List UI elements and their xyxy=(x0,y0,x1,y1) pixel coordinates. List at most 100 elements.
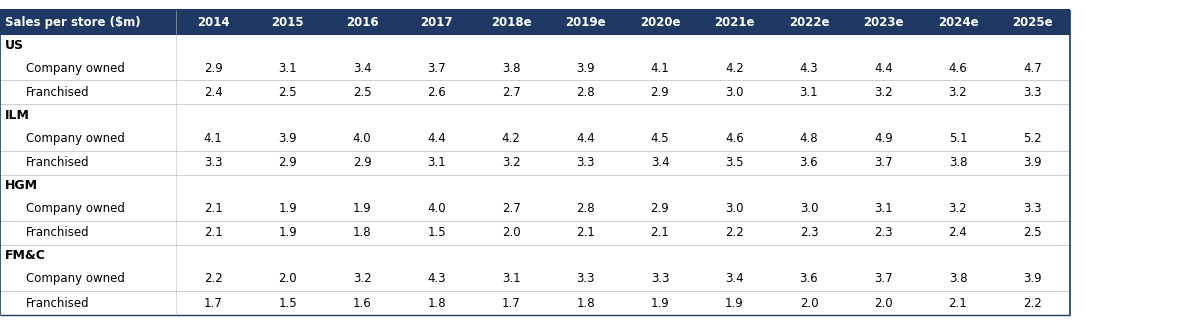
Text: 1.7: 1.7 xyxy=(501,297,520,309)
Text: FM&C: FM&C xyxy=(5,249,45,262)
Text: 3.7: 3.7 xyxy=(874,272,892,285)
Text: 4.7: 4.7 xyxy=(1023,62,1042,75)
Text: 2.2: 2.2 xyxy=(725,226,744,239)
Text: 1.5: 1.5 xyxy=(278,297,297,309)
Text: 1.8: 1.8 xyxy=(353,226,372,239)
Text: 4.9: 4.9 xyxy=(874,132,893,145)
Text: 5.2: 5.2 xyxy=(1023,132,1042,145)
Text: 2.3: 2.3 xyxy=(800,226,819,239)
Text: 2.8: 2.8 xyxy=(576,202,595,215)
Text: 4.1: 4.1 xyxy=(203,132,222,145)
Text: 4.6: 4.6 xyxy=(948,62,967,75)
Text: 3.0: 3.0 xyxy=(725,202,744,215)
Text: 3.4: 3.4 xyxy=(353,62,372,75)
Text: 2.9: 2.9 xyxy=(203,62,222,75)
Text: 2.3: 2.3 xyxy=(874,226,892,239)
Text: 3.9: 3.9 xyxy=(1023,272,1042,285)
Text: 4.3: 4.3 xyxy=(428,272,446,285)
Text: 2015: 2015 xyxy=(271,16,304,29)
Text: 4.3: 4.3 xyxy=(800,62,819,75)
Text: 1.9: 1.9 xyxy=(353,202,372,215)
Text: 2.0: 2.0 xyxy=(278,272,297,285)
Text: 2.9: 2.9 xyxy=(278,156,297,169)
Text: US: US xyxy=(5,39,24,52)
Text: 2.4: 2.4 xyxy=(203,86,222,99)
Text: 2.4: 2.4 xyxy=(948,226,967,239)
Text: 2.0: 2.0 xyxy=(874,297,892,309)
Text: Franchised: Franchised xyxy=(26,156,90,169)
Text: 4.4: 4.4 xyxy=(428,132,446,145)
Text: 3.3: 3.3 xyxy=(576,156,595,169)
Text: 3.3: 3.3 xyxy=(576,272,595,285)
Text: 1.9: 1.9 xyxy=(725,297,744,309)
Text: 2.5: 2.5 xyxy=(1023,226,1042,239)
Text: 2.1: 2.1 xyxy=(576,226,595,239)
Text: 3.4: 3.4 xyxy=(725,272,744,285)
Text: 2025e: 2025e xyxy=(1012,16,1053,29)
Text: 3.7: 3.7 xyxy=(874,156,892,169)
Text: 1.9: 1.9 xyxy=(278,202,297,215)
Text: 1.6: 1.6 xyxy=(353,297,372,309)
Text: 2024e: 2024e xyxy=(937,16,978,29)
Text: 2.2: 2.2 xyxy=(1023,297,1042,309)
Text: 3.1: 3.1 xyxy=(874,202,892,215)
Text: 3.2: 3.2 xyxy=(501,156,520,169)
Text: 2.9: 2.9 xyxy=(651,202,669,215)
Text: 2014: 2014 xyxy=(197,16,229,29)
Text: 3.5: 3.5 xyxy=(725,156,744,169)
Text: Company owned: Company owned xyxy=(26,132,125,145)
Text: 3.3: 3.3 xyxy=(204,156,222,169)
Text: HGM: HGM xyxy=(5,179,38,192)
Text: Franchised: Franchised xyxy=(26,86,90,99)
Text: 3.9: 3.9 xyxy=(576,62,595,75)
Text: 2018e: 2018e xyxy=(491,16,531,29)
Text: 4.8: 4.8 xyxy=(800,132,819,145)
Text: 3.3: 3.3 xyxy=(1023,202,1042,215)
Text: 3.3: 3.3 xyxy=(651,272,669,285)
Text: 4.0: 4.0 xyxy=(353,132,372,145)
Text: 3.6: 3.6 xyxy=(800,272,819,285)
Text: 4.4: 4.4 xyxy=(576,132,595,145)
Text: 2.1: 2.1 xyxy=(203,202,222,215)
Text: Franchised: Franchised xyxy=(26,226,90,239)
Text: 2.7: 2.7 xyxy=(501,202,520,215)
Text: 3.8: 3.8 xyxy=(501,62,520,75)
Text: 3.1: 3.1 xyxy=(800,86,819,99)
Text: 2022e: 2022e xyxy=(789,16,829,29)
Text: 4.1: 4.1 xyxy=(651,62,669,75)
Text: 2.9: 2.9 xyxy=(353,156,372,169)
Text: 2023e: 2023e xyxy=(864,16,904,29)
Text: 2.0: 2.0 xyxy=(501,226,520,239)
Text: 3.6: 3.6 xyxy=(800,156,819,169)
Text: 1.5: 1.5 xyxy=(428,226,446,239)
Text: 1.9: 1.9 xyxy=(651,297,669,309)
Text: 2.8: 2.8 xyxy=(576,86,595,99)
Text: 2019e: 2019e xyxy=(565,16,606,29)
Text: 2.5: 2.5 xyxy=(353,86,372,99)
Text: ILM: ILM xyxy=(5,109,30,122)
Text: 2.7: 2.7 xyxy=(501,86,520,99)
Text: 2.1: 2.1 xyxy=(948,297,967,309)
Text: Company owned: Company owned xyxy=(26,62,125,75)
Text: 3.8: 3.8 xyxy=(949,156,967,169)
Text: 3.2: 3.2 xyxy=(353,272,372,285)
Text: 2016: 2016 xyxy=(346,16,378,29)
Text: 1.8: 1.8 xyxy=(428,297,446,309)
Text: 1.8: 1.8 xyxy=(576,297,595,309)
Text: 4.0: 4.0 xyxy=(428,202,446,215)
Text: 3.4: 3.4 xyxy=(651,156,669,169)
Text: 3.1: 3.1 xyxy=(278,62,297,75)
Text: 3.1: 3.1 xyxy=(428,156,446,169)
Text: 2.2: 2.2 xyxy=(203,272,222,285)
Text: 2020e: 2020e xyxy=(640,16,681,29)
Text: 2021e: 2021e xyxy=(714,16,754,29)
Text: 5.1: 5.1 xyxy=(949,132,967,145)
Text: 4.5: 4.5 xyxy=(651,132,669,145)
Text: 2.0: 2.0 xyxy=(800,297,819,309)
Text: 3.3: 3.3 xyxy=(1023,86,1042,99)
Text: 3.9: 3.9 xyxy=(1023,156,1042,169)
Text: 3.2: 3.2 xyxy=(949,86,967,99)
Text: 2.6: 2.6 xyxy=(428,86,446,99)
Text: Company owned: Company owned xyxy=(26,272,125,285)
Text: 3.9: 3.9 xyxy=(278,132,297,145)
